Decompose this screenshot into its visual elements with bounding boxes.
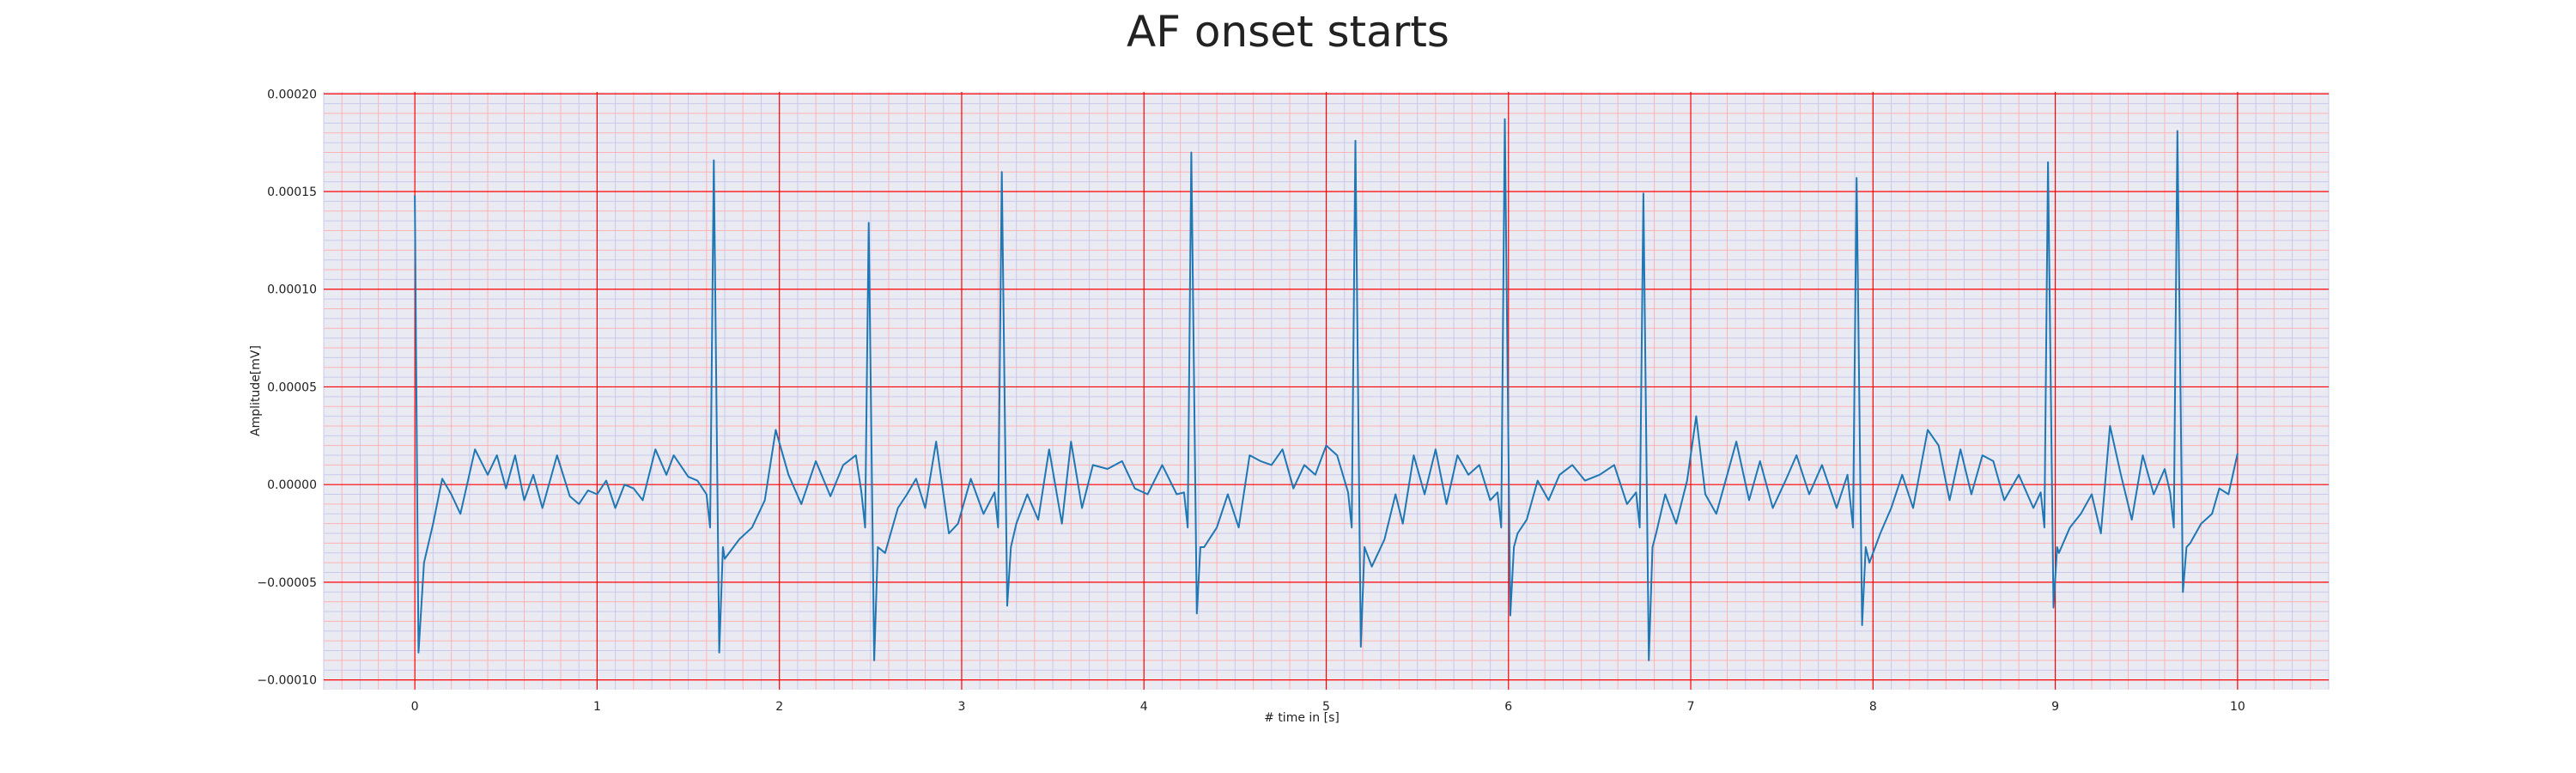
x-tick-label: 9 [2051,700,2059,714]
plot-area [323,92,2330,690]
x-tick-label: 2 [775,700,783,714]
x-axis-label: # time in [s] [1264,711,1340,725]
x-tick-label: 0 [411,700,419,714]
chart-title: AF onset starts [1127,7,1449,57]
x-tick-label: 1 [593,700,601,714]
x-tick-label: 8 [1869,700,1877,714]
ecg-signal-line [414,118,2239,661]
y-tick-label: −0.00005 [257,576,317,590]
y-axis-label: Amplitude[mV] [249,345,263,436]
x-tick-label: 6 [1504,700,1512,714]
x-tick-label: 5 [1322,700,1330,714]
x-tick-label: 7 [1687,700,1695,714]
major-grid [324,92,2329,690]
y-tick-label: −0.00010 [257,674,317,688]
y-tick-label: 0.00000 [267,478,317,492]
y-tick-label: 0.00005 [267,380,317,394]
y-tick-label: 0.00010 [267,283,317,297]
x-axis-ticks: 0 1 2 3 4 5 6 7 8 9 10 [411,700,2245,714]
x-tick-label: 3 [957,700,965,714]
x-tick-label: 10 [2230,700,2245,714]
y-axis-ticks: −0.00010 −0.00005 0.00000 0.00005 0.00010 0.0… [257,88,317,687]
x-tick-label: 4 [1140,700,1148,714]
y-tick-label: 0.00020 [267,88,317,101]
y-tick-label: 0.00015 [267,186,317,199]
